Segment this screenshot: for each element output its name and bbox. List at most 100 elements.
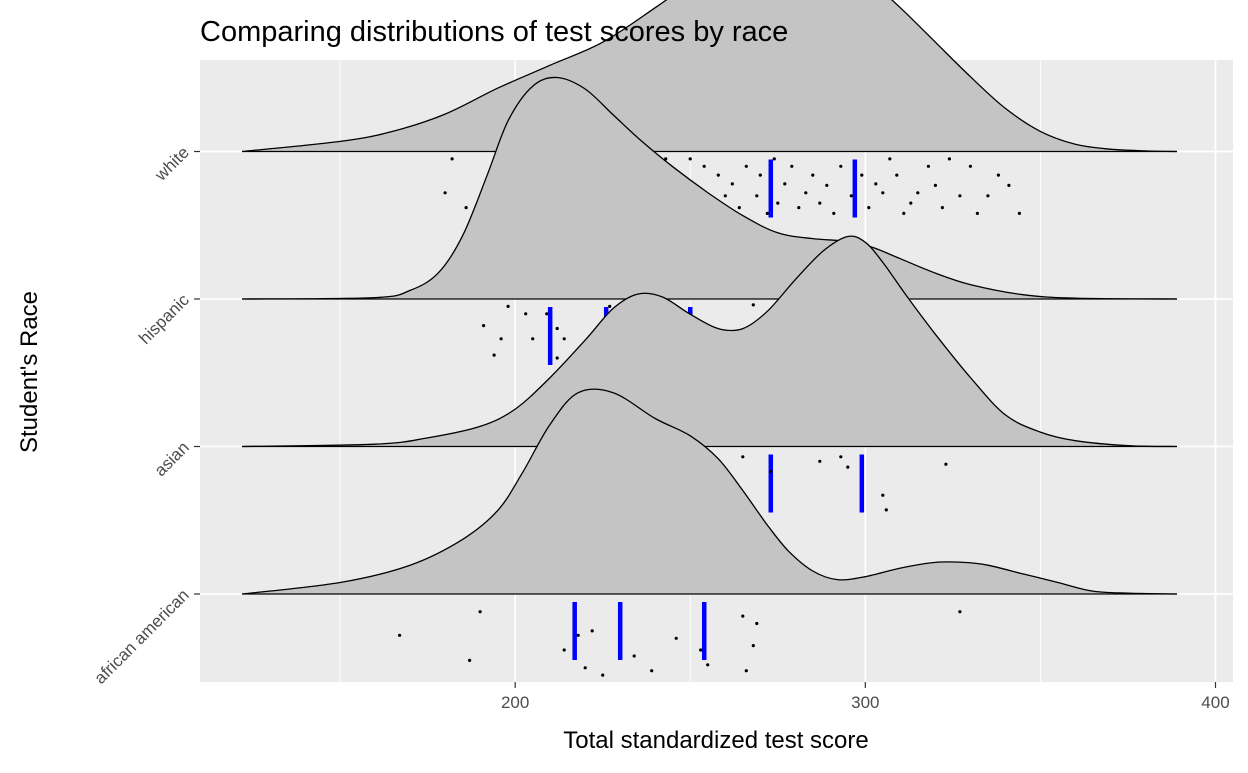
x-tick-label: 200 <box>501 693 529 712</box>
data-point <box>944 462 948 466</box>
ridges <box>241 0 1178 677</box>
density-area <box>242 0 1177 152</box>
data-point <box>506 304 510 308</box>
data-point <box>947 157 952 161</box>
data-point <box>650 669 654 673</box>
density-outline <box>241 388 1178 595</box>
y-tick-label: african american <box>91 585 193 687</box>
density-outline <box>241 0 1178 153</box>
data-point <box>940 206 945 210</box>
data-point <box>608 304 612 308</box>
y-tick-label: hispanic <box>135 290 193 348</box>
data-point <box>902 211 906 215</box>
data-point <box>884 508 888 512</box>
density-outline <box>241 235 1178 448</box>
data-point <box>755 621 759 626</box>
data-point <box>811 173 815 177</box>
data-point <box>699 648 703 652</box>
data-point <box>933 183 938 187</box>
data-point <box>888 157 892 161</box>
data-point <box>468 658 472 663</box>
data-point <box>741 455 745 459</box>
data-point <box>895 173 899 177</box>
x-tick-label: 300 <box>851 693 879 712</box>
data-point <box>443 191 447 195</box>
data-point <box>804 191 808 195</box>
data-point <box>398 633 402 637</box>
data-point <box>664 157 668 161</box>
data-point <box>674 636 678 640</box>
data-point <box>772 157 776 161</box>
data-point <box>818 459 822 463</box>
x-tick-label: 400 <box>1201 693 1229 712</box>
x-axis: 200 300 400 <box>501 682 1230 712</box>
data-point <box>783 182 787 186</box>
data-point <box>765 211 769 215</box>
x-axis-title: Total standardized test score <box>563 727 869 754</box>
data-point <box>555 326 559 331</box>
density-outline <box>241 76 1178 300</box>
data-point <box>825 183 829 187</box>
data-point <box>482 324 486 328</box>
data-point <box>881 191 885 195</box>
data-point <box>797 206 801 210</box>
data-point <box>576 633 580 637</box>
data-point <box>975 211 980 215</box>
data-point <box>881 493 885 497</box>
ridge-asian <box>241 235 1178 513</box>
data-point <box>702 164 706 168</box>
data-point <box>730 182 734 186</box>
data-point <box>531 337 535 341</box>
data-point <box>832 211 836 215</box>
data-point <box>562 337 566 341</box>
data-point <box>583 666 587 670</box>
data-point <box>867 206 871 210</box>
data-point <box>874 182 878 186</box>
data-point <box>688 157 692 161</box>
data-point <box>737 206 741 210</box>
data-point <box>926 164 931 168</box>
y-tick-label: asian <box>151 438 193 480</box>
ridge-african-american <box>241 388 1178 677</box>
data-point <box>450 157 454 161</box>
data-point <box>986 194 990 198</box>
data-point <box>839 455 843 459</box>
data-point <box>751 644 755 648</box>
data-point <box>464 206 468 210</box>
data-point <box>706 663 710 667</box>
data-point <box>916 191 920 195</box>
y-axis-title: Student's Race <box>16 291 43 453</box>
data-point <box>909 201 913 205</box>
data-point <box>744 669 748 673</box>
data-point <box>1007 183 1011 187</box>
data-point <box>492 353 496 357</box>
data-point <box>996 173 1001 177</box>
data-point <box>1017 211 1022 215</box>
density-area <box>242 236 1177 447</box>
data-point <box>545 312 549 316</box>
data-point <box>744 164 748 168</box>
data-point <box>860 173 864 177</box>
data-point <box>769 470 773 474</box>
data-point <box>741 614 745 618</box>
data-point <box>846 465 850 469</box>
data-point <box>758 173 762 177</box>
data-point <box>849 194 853 198</box>
data-point <box>716 173 720 177</box>
data-point <box>723 194 727 198</box>
data-point <box>590 629 594 633</box>
data-point <box>776 201 780 205</box>
data-point <box>958 194 962 198</box>
data-point <box>818 201 822 205</box>
data-point <box>499 337 503 341</box>
data-point <box>478 610 482 614</box>
data-point <box>555 356 559 360</box>
data-point <box>751 303 755 307</box>
data-point <box>958 610 962 614</box>
data-point <box>632 654 636 658</box>
density-area <box>242 77 1177 299</box>
y-axis: african american asian hispanic white <box>91 143 200 688</box>
data-point <box>839 164 843 168</box>
y-tick-label: white <box>151 143 193 185</box>
